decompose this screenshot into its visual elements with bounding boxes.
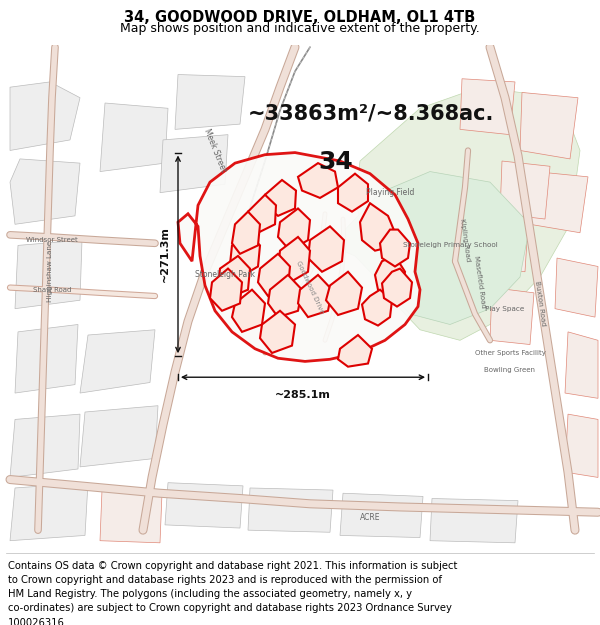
- Polygon shape: [230, 232, 260, 277]
- Polygon shape: [248, 195, 276, 232]
- Polygon shape: [248, 488, 333, 532]
- Text: Goodwood Drive: Goodwood Drive: [295, 260, 325, 315]
- Polygon shape: [520, 92, 578, 159]
- Polygon shape: [258, 254, 290, 296]
- Polygon shape: [278, 209, 310, 251]
- Polygon shape: [15, 324, 78, 393]
- Text: Play Space: Play Space: [485, 306, 524, 312]
- Polygon shape: [232, 290, 265, 332]
- Polygon shape: [160, 134, 228, 192]
- Polygon shape: [382, 269, 412, 306]
- Polygon shape: [340, 493, 423, 538]
- Polygon shape: [375, 256, 405, 296]
- Text: Higginshaw Lane: Higginshaw Lane: [47, 241, 53, 302]
- Text: ~285.1m: ~285.1m: [275, 390, 331, 400]
- Polygon shape: [10, 414, 80, 478]
- Polygon shape: [308, 226, 344, 272]
- Text: Contains OS data © Crown copyright and database right 2021. This information is : Contains OS data © Crown copyright and d…: [8, 561, 457, 571]
- Text: HM Land Registry. The polygons (including the associated geometry, namely x, y: HM Land Registry. The polygons (includin…: [8, 589, 412, 599]
- Polygon shape: [278, 237, 310, 282]
- Text: Masefield Road: Masefield Road: [473, 256, 487, 309]
- Text: ~33863m²/~8.368ac.: ~33863m²/~8.368ac.: [248, 104, 494, 124]
- Text: co-ordinates) are subject to Crown copyright and database rights 2023 Ordnance S: co-ordinates) are subject to Crown copyr…: [8, 603, 452, 613]
- Polygon shape: [565, 414, 598, 478]
- Polygon shape: [565, 332, 598, 398]
- Polygon shape: [15, 240, 82, 309]
- Polygon shape: [10, 482, 88, 541]
- Text: Playing Field: Playing Field: [366, 188, 414, 197]
- Text: ACRE: ACRE: [360, 513, 380, 522]
- Polygon shape: [80, 330, 155, 393]
- Text: Meek Street: Meek Street: [202, 127, 228, 174]
- Text: 100026316.: 100026316.: [8, 618, 68, 625]
- Polygon shape: [100, 103, 168, 171]
- Polygon shape: [555, 258, 598, 317]
- Polygon shape: [175, 74, 245, 129]
- Polygon shape: [265, 180, 296, 216]
- Polygon shape: [330, 171, 530, 324]
- Polygon shape: [360, 203, 395, 251]
- Polygon shape: [10, 82, 80, 151]
- Polygon shape: [10, 159, 80, 224]
- Polygon shape: [338, 174, 368, 212]
- Polygon shape: [338, 335, 372, 367]
- Text: 34, GOODWOOD DRIVE, OLDHAM, OL1 4TB: 34, GOODWOOD DRIVE, OLDHAM, OL1 4TB: [124, 10, 476, 25]
- Polygon shape: [298, 163, 338, 198]
- Polygon shape: [165, 482, 243, 528]
- Polygon shape: [380, 229, 410, 266]
- Polygon shape: [355, 87, 580, 340]
- Text: Kipling Road: Kipling Road: [459, 218, 471, 262]
- Polygon shape: [218, 256, 250, 298]
- Polygon shape: [210, 269, 242, 311]
- Polygon shape: [298, 275, 332, 317]
- Polygon shape: [232, 212, 260, 254]
- Polygon shape: [430, 499, 518, 542]
- Text: to Crown copyright and database rights 2023 and is reproduced with the permissio: to Crown copyright and database rights 2…: [8, 575, 442, 585]
- Text: Map shows position and indicative extent of the property.: Map shows position and indicative extent…: [120, 22, 480, 35]
- Text: Stoneleigh Park: Stoneleigh Park: [195, 271, 255, 279]
- Text: Stoneleigh Primary School: Stoneleigh Primary School: [403, 242, 497, 248]
- Text: Shaw Road: Shaw Road: [33, 287, 71, 292]
- Polygon shape: [178, 152, 420, 361]
- Polygon shape: [530, 171, 588, 232]
- Text: ~271.3m: ~271.3m: [160, 226, 170, 282]
- Polygon shape: [260, 311, 295, 353]
- Polygon shape: [362, 290, 392, 326]
- Text: Bowling Green: Bowling Green: [485, 367, 536, 373]
- Text: Buxton Road: Buxton Road: [534, 280, 546, 326]
- Polygon shape: [460, 79, 515, 134]
- Text: Other Sports Facility: Other Sports Facility: [475, 350, 545, 356]
- Polygon shape: [326, 272, 362, 315]
- Polygon shape: [490, 288, 534, 344]
- Polygon shape: [500, 161, 550, 219]
- Polygon shape: [480, 219, 528, 272]
- Text: 34: 34: [318, 149, 353, 174]
- Polygon shape: [80, 406, 158, 467]
- Text: Windsor Street: Windsor Street: [26, 237, 78, 243]
- Polygon shape: [100, 490, 162, 542]
- Polygon shape: [268, 275, 302, 317]
